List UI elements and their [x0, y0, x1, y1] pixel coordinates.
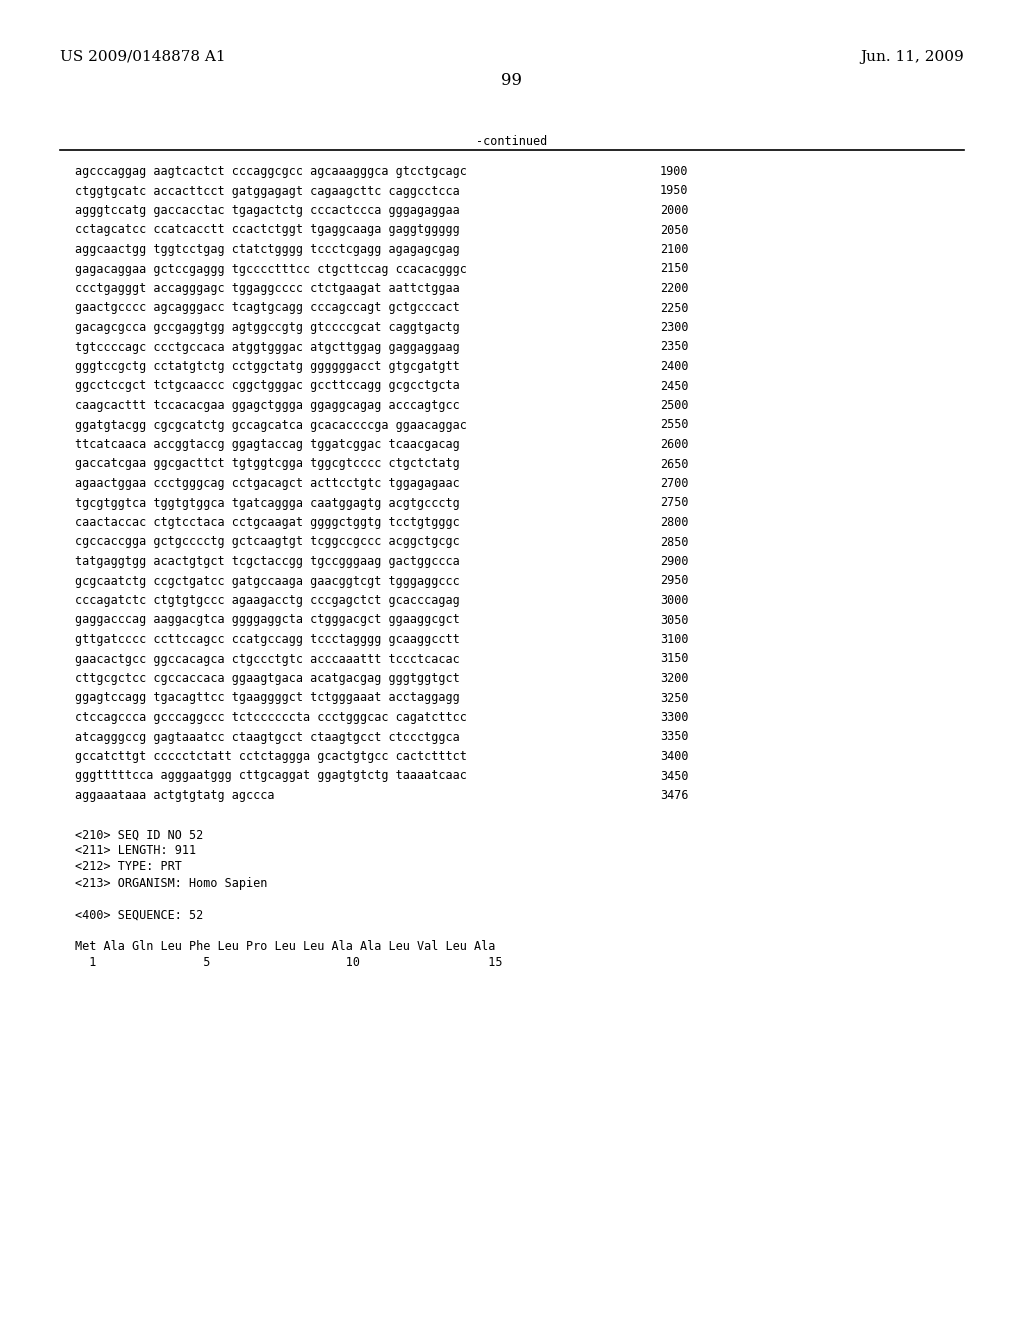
Text: 2300: 2300: [660, 321, 688, 334]
Text: tgtccccagc ccctgccaca atggtgggac atgcttggag gaggaggaag: tgtccccagc ccctgccaca atggtgggac atgcttg…: [75, 341, 460, 354]
Text: ttcatcaaca accggtaccg ggagtaccag tggatcggac tcaacgacag: ttcatcaaca accggtaccg ggagtaccag tggatcg…: [75, 438, 460, 451]
Text: 2750: 2750: [660, 496, 688, 510]
Text: <210> SEQ ID NO 52: <210> SEQ ID NO 52: [75, 829, 203, 842]
Text: 3476: 3476: [660, 789, 688, 803]
Text: 2400: 2400: [660, 360, 688, 374]
Text: 3050: 3050: [660, 614, 688, 627]
Text: cccagatctc ctgtgtgccc agaagacctg cccgagctct gcacccagag: cccagatctc ctgtgtgccc agaagacctg cccgagc…: [75, 594, 460, 607]
Text: 3250: 3250: [660, 692, 688, 705]
Text: Jun. 11, 2009: Jun. 11, 2009: [860, 50, 964, 63]
Text: 3100: 3100: [660, 634, 688, 645]
Text: ctccagccca gcccaggccc tctccccccta ccctgggcac cagatcttcc: ctccagccca gcccaggccc tctccccccta ccctgg…: [75, 711, 467, 723]
Text: 99: 99: [502, 73, 522, 88]
Text: gaacactgcc ggccacagca ctgccctgtc acccaaattt tccctcacac: gaacactgcc ggccacagca ctgccctgtc acccaaa…: [75, 652, 460, 665]
Text: ggagtccagg tgacagttcc tgaaggggct tctgggaaat acctaggagg: ggagtccagg tgacagttcc tgaaggggct tctggga…: [75, 692, 460, 705]
Text: 1900: 1900: [660, 165, 688, 178]
Text: 2950: 2950: [660, 574, 688, 587]
Text: 1950: 1950: [660, 185, 688, 198]
Text: <213> ORGANISM: Homo Sapien: <213> ORGANISM: Homo Sapien: [75, 876, 267, 890]
Text: 2100: 2100: [660, 243, 688, 256]
Text: aggaaataaa actgtgtatg agccca: aggaaataaa actgtgtatg agccca: [75, 789, 274, 803]
Text: <400> SEQUENCE: 52: <400> SEQUENCE: 52: [75, 908, 203, 921]
Text: 2800: 2800: [660, 516, 688, 529]
Text: 2150: 2150: [660, 263, 688, 276]
Text: ggatgtacgg cgcgcatctg gccagcatca gcacaccccga ggaacaggac: ggatgtacgg cgcgcatctg gccagcatca gcacacc…: [75, 418, 467, 432]
Text: ccctgagggt accagggagc tggaggcccc ctctgaagat aattctggaa: ccctgagggt accagggagc tggaggcccc ctctgaa…: [75, 282, 460, 294]
Text: 2900: 2900: [660, 554, 688, 568]
Text: caagcacttt tccacacgaa ggagctggga ggaggcagag acccagtgcc: caagcacttt tccacacgaa ggagctggga ggaggca…: [75, 399, 460, 412]
Text: gacagcgcca gccgaggtgg agtggccgtg gtccccgcat caggtgactg: gacagcgcca gccgaggtgg agtggccgtg gtccccg…: [75, 321, 460, 334]
Text: 2200: 2200: [660, 282, 688, 294]
Text: 2350: 2350: [660, 341, 688, 354]
Text: aggcaactgg tggtcctgag ctatctgggg tccctcgagg agagagcgag: aggcaactgg tggtcctgag ctatctgggg tccctcg…: [75, 243, 460, 256]
Text: gaccatcgaa ggcgacttct tgtggtcgga tggcgtcccc ctgctctatg: gaccatcgaa ggcgacttct tgtggtcgga tggcgtc…: [75, 458, 460, 470]
Text: 3150: 3150: [660, 652, 688, 665]
Text: caactaccac ctgtcctaca cctgcaagat ggggctggtg tcctgtgggc: caactaccac ctgtcctaca cctgcaagat ggggctg…: [75, 516, 460, 529]
Text: agaactggaa ccctgggcag cctgacagct acttcctgtc tggagagaac: agaactggaa ccctgggcag cctgacagct acttcct…: [75, 477, 460, 490]
Text: tatgaggtgg acactgtgct tcgctaccgg tgccgggaag gactggccca: tatgaggtgg acactgtgct tcgctaccgg tgccggg…: [75, 554, 460, 568]
Text: 3300: 3300: [660, 711, 688, 723]
Text: gaggacccag aaggacgtca ggggaggcta ctgggacgct ggaaggcgct: gaggacccag aaggacgtca ggggaggcta ctgggac…: [75, 614, 460, 627]
Text: cctagcatcc ccatcacctt ccactctggt tgaggcaaga gaggtggggg: cctagcatcc ccatcacctt ccactctggt tgaggca…: [75, 223, 460, 236]
Text: gggtccgctg cctatgtctg cctggctatg ggggggacct gtgcgatgtt: gggtccgctg cctatgtctg cctggctatg gggggga…: [75, 360, 460, 374]
Text: 3400: 3400: [660, 750, 688, 763]
Text: 2250: 2250: [660, 301, 688, 314]
Text: gggtttttcca agggaatggg cttgcaggat ggagtgtctg taaaatcaac: gggtttttcca agggaatggg cttgcaggat ggagtg…: [75, 770, 467, 783]
Text: cttgcgctcc cgccaccaca ggaagtgaca acatgacgag gggtggtgct: cttgcgctcc cgccaccaca ggaagtgaca acatgac…: [75, 672, 460, 685]
Text: gaactgcccc agcagggacc tcagtgcagg cccagccagt gctgcccact: gaactgcccc agcagggacc tcagtgcagg cccagcc…: [75, 301, 460, 314]
Text: agggtccatg gaccacctac tgagactctg cccactccca gggagaggaa: agggtccatg gaccacctac tgagactctg cccactc…: [75, 205, 460, 216]
Text: Met Ala Gln Leu Phe Leu Pro Leu Leu Ala Ala Leu Val Leu Ala: Met Ala Gln Leu Phe Leu Pro Leu Leu Ala …: [75, 940, 496, 953]
Text: US 2009/0148878 A1: US 2009/0148878 A1: [60, 50, 225, 63]
Text: 2850: 2850: [660, 536, 688, 549]
Text: -continued: -continued: [476, 135, 548, 148]
Text: cgccaccgga gctgcccctg gctcaagtgt tcggccgccc acggctgcgc: cgccaccgga gctgcccctg gctcaagtgt tcggccg…: [75, 536, 460, 549]
Text: 3350: 3350: [660, 730, 688, 743]
Text: atcagggccg gagtaaatcc ctaagtgcct ctaagtgcct ctccctggca: atcagggccg gagtaaatcc ctaagtgcct ctaagtg…: [75, 730, 460, 743]
Text: 2500: 2500: [660, 399, 688, 412]
Text: 3200: 3200: [660, 672, 688, 685]
Text: agcccaggag aagtcactct cccaggcgcc agcaaagggca gtcctgcagc: agcccaggag aagtcactct cccaggcgcc agcaaag…: [75, 165, 467, 178]
Text: <211> LENGTH: 911: <211> LENGTH: 911: [75, 845, 197, 858]
Text: <212> TYPE: PRT: <212> TYPE: PRT: [75, 861, 182, 874]
Text: gcgcaatctg ccgctgatcc gatgccaaga gaacggtcgt tgggaggccc: gcgcaatctg ccgctgatcc gatgccaaga gaacggt…: [75, 574, 460, 587]
Text: gccatcttgt ccccctctatt cctctaggga gcactgtgcc cactctttct: gccatcttgt ccccctctatt cctctaggga gcactg…: [75, 750, 467, 763]
Text: 2600: 2600: [660, 438, 688, 451]
Text: 2450: 2450: [660, 380, 688, 392]
Text: tgcgtggtca tggtgtggca tgatcaggga caatggagtg acgtgccctg: tgcgtggtca tggtgtggca tgatcaggga caatgga…: [75, 496, 460, 510]
Text: 2050: 2050: [660, 223, 688, 236]
Text: gagacaggaa gctccgaggg tgcccctttcc ctgcttccag ccacacgggc: gagacaggaa gctccgaggg tgcccctttcc ctgctt…: [75, 263, 467, 276]
Text: 2000: 2000: [660, 205, 688, 216]
Text: 1               5                   10                  15: 1 5 10 15: [75, 957, 503, 969]
Text: 2700: 2700: [660, 477, 688, 490]
Text: 3450: 3450: [660, 770, 688, 783]
Text: 3000: 3000: [660, 594, 688, 607]
Text: gttgatcccc ccttccagcc ccatgccagg tccctagggg gcaaggcctt: gttgatcccc ccttccagcc ccatgccagg tccctag…: [75, 634, 460, 645]
Text: 2550: 2550: [660, 418, 688, 432]
Text: ctggtgcatc accacttcct gatggagagt cagaagcttc caggcctcca: ctggtgcatc accacttcct gatggagagt cagaagc…: [75, 185, 460, 198]
Text: 2650: 2650: [660, 458, 688, 470]
Text: ggcctccgct tctgcaaccc cggctgggac gccttccagg gcgcctgcta: ggcctccgct tctgcaaccc cggctgggac gccttcc…: [75, 380, 460, 392]
